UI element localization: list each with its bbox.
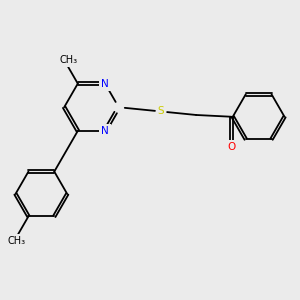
- Text: N: N: [101, 79, 109, 88]
- Text: S: S: [158, 106, 164, 116]
- Text: O: O: [227, 142, 236, 152]
- Text: CH₃: CH₃: [7, 236, 25, 246]
- Text: CH₃: CH₃: [59, 55, 77, 65]
- Text: N: N: [101, 126, 109, 136]
